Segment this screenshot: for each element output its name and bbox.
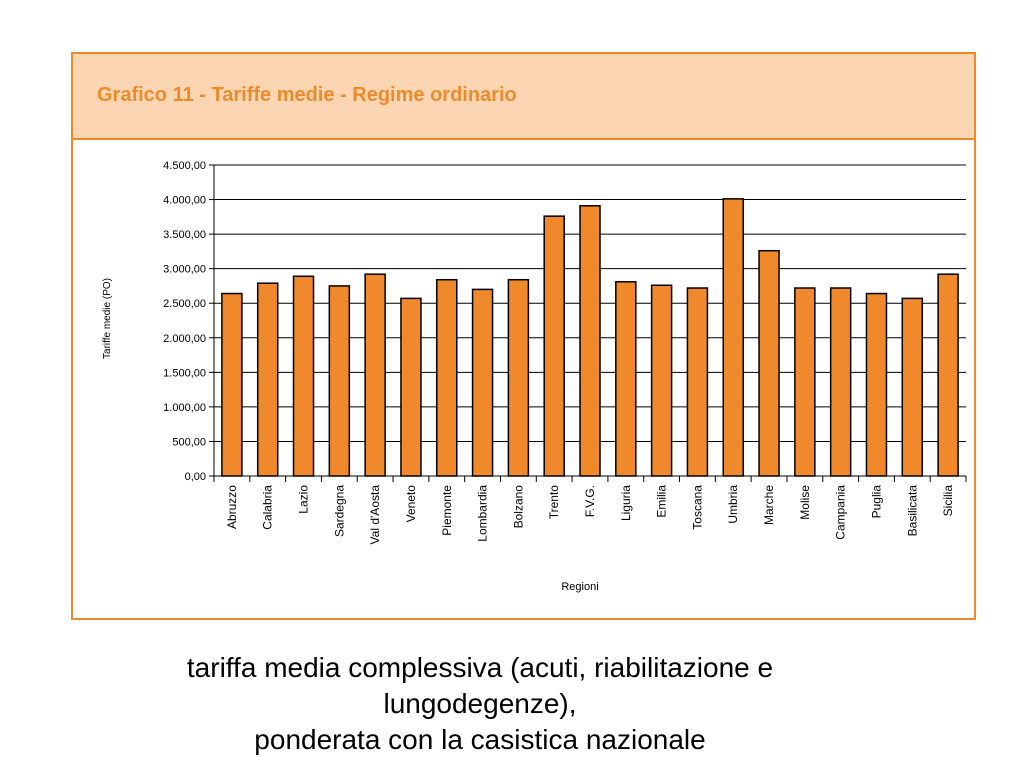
bar-lombardia (471, 288, 494, 477)
chart-header: Grafico 11 - Tariffe medie - Regime ordi… (73, 54, 974, 140)
bar-lazio (292, 275, 315, 477)
x-tick-label: Umbria (726, 485, 740, 524)
x-tick-label: Abruzzo (225, 485, 239, 529)
caption-line-3: ponderata con la casistica nazionale (254, 724, 706, 755)
bar-umbria (722, 198, 744, 477)
x-tick-label: Sicilia (941, 485, 955, 517)
x-tick-label: Puglia (869, 485, 883, 519)
x-tick-label: Liguria (619, 485, 633, 521)
y-tick-label: 4.000,00 (163, 195, 206, 207)
x-tick-label: Toscana (690, 485, 704, 530)
y-tick-label: 4.500,00 (163, 160, 206, 172)
x-tick-label: Basilicata (905, 485, 919, 537)
y-tick-label: 500,00 (172, 436, 206, 448)
y-tick-label: 1.000,00 (163, 402, 206, 414)
bar-liguria (615, 281, 637, 477)
bar-marche (758, 249, 780, 477)
x-tick-label: Val d'Aosta (368, 485, 382, 545)
y-tick-label: 3.000,00 (163, 264, 206, 276)
x-tick-label: Trento (547, 485, 561, 520)
caption: tariffa media complessiva (acuti, riabil… (100, 650, 860, 758)
x-tick-label: Bolzano (511, 485, 525, 529)
x-tick-label: Emilia (655, 485, 669, 518)
y-axis-label: Tariffe medie (PO) (102, 278, 113, 359)
bar-calabria (256, 282, 279, 477)
bar-f-v-g- (579, 205, 601, 477)
x-tick-label: Campania (834, 485, 848, 540)
bar-bolzano (507, 278, 530, 477)
bar-emilia (650, 284, 673, 477)
x-tick-label: Lombardia (476, 485, 490, 542)
x-tick-label: F.V.G. (583, 485, 597, 517)
x-tick-label: Molise (798, 485, 812, 520)
bar-trento (543, 215, 565, 477)
y-tick-label: 0,00 (185, 471, 206, 483)
y-tick-label: 3.500,00 (163, 229, 206, 241)
x-tick-label: Piemonte (440, 485, 454, 536)
x-tick-label: Veneto (404, 485, 418, 523)
bar-sardegna (328, 285, 351, 477)
bar-sicilia (937, 273, 959, 477)
bar-abruzzo (221, 292, 243, 477)
bar-molise (794, 287, 816, 477)
caption-line-1: tariffa media complessiva (acuti, riabil… (186, 652, 774, 683)
bar-toscana (686, 287, 709, 477)
x-tick-label: Lazio (297, 485, 311, 514)
x-tick-label: Marche (762, 485, 776, 525)
x-tick-label: Sardegna (332, 485, 346, 537)
chart-title: Grafico 11 - Tariffe medie - Regime ordi… (97, 84, 517, 106)
bar-basilicata (901, 297, 924, 477)
bar-piemonte (436, 278, 458, 477)
y-tick-label: 2.000,00 (163, 333, 206, 345)
bar-campania (829, 287, 852, 477)
x-tick-label: Calabria (261, 485, 275, 530)
bar-chart: 0,00 500,00 1.000,00 1.500,00 2.000,00 2.500,… (102, 160, 967, 593)
bar-veneto (400, 297, 422, 477)
x-axis-label: Regioni (561, 581, 598, 593)
caption-line-2: lungodegenze), (383, 688, 577, 719)
y-tick-label: 2.500,00 (163, 298, 206, 310)
bar-puglia (865, 292, 888, 477)
bar-val-d-aosta (364, 273, 386, 477)
y-tick-label: 1.500,00 (163, 367, 206, 379)
